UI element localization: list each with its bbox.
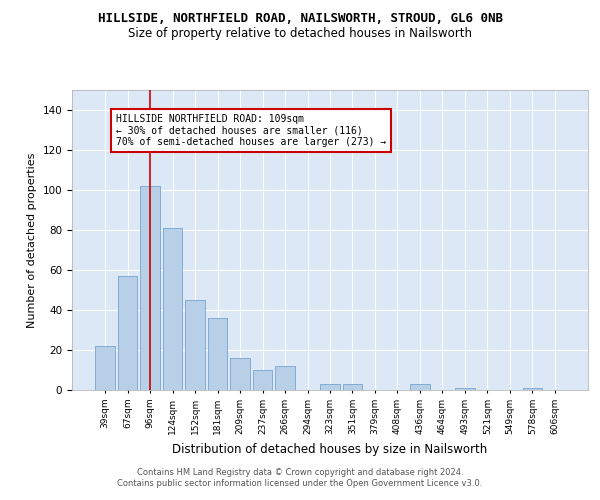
Bar	[410, 384, 430, 390]
Text: Distribution of detached houses by size in Nailsworth: Distribution of detached houses by size …	[172, 442, 488, 456]
Text: HILLSIDE NORTHFIELD ROAD: 109sqm
← 30% of detached houses are smaller (116)
70% : HILLSIDE NORTHFIELD ROAD: 109sqm ← 30% o…	[116, 114, 386, 147]
Text: Size of property relative to detached houses in Nailsworth: Size of property relative to detached ho…	[128, 28, 472, 40]
Bar	[320, 384, 340, 390]
Bar	[118, 276, 137, 390]
Text: HILLSIDE, NORTHFIELD ROAD, NAILSWORTH, STROUD, GL6 0NB: HILLSIDE, NORTHFIELD ROAD, NAILSWORTH, S…	[97, 12, 503, 26]
Bar	[275, 366, 295, 390]
Y-axis label: Number of detached properties: Number of detached properties	[27, 152, 37, 328]
Bar	[455, 388, 475, 390]
Bar	[208, 318, 227, 390]
Bar	[523, 388, 542, 390]
Bar	[163, 228, 182, 390]
Bar	[185, 300, 205, 390]
Bar	[95, 346, 115, 390]
Bar	[343, 384, 362, 390]
Bar	[253, 370, 272, 390]
Text: Contains HM Land Registry data © Crown copyright and database right 2024.
Contai: Contains HM Land Registry data © Crown c…	[118, 468, 482, 487]
Bar	[230, 358, 250, 390]
Bar	[140, 186, 160, 390]
